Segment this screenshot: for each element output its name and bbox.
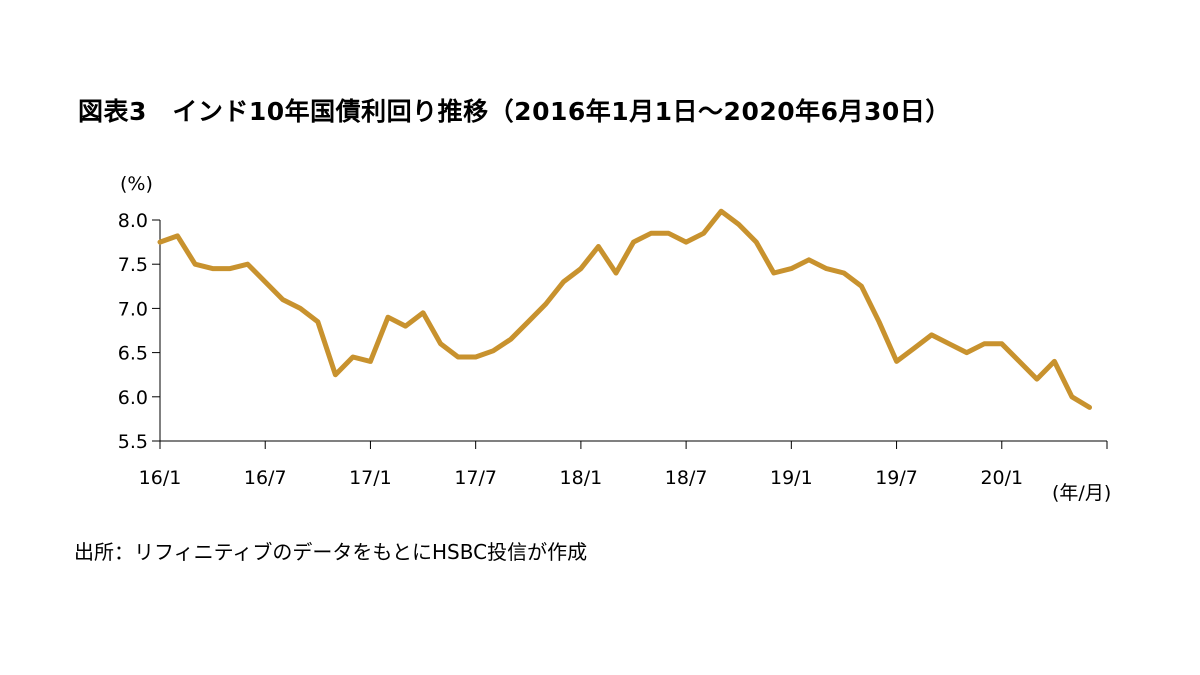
x-axis-ticks: 16/1 16/7 17/1 17/7 18/1 18/7 19/1 19/7 20/1 xyxy=(139,441,1108,489)
x-tick-label: 17/7 xyxy=(454,467,497,489)
y-axis-unit-label: (%) xyxy=(120,173,153,195)
source-note: 出所：リフィニティブのデータをもとにHSBC投信が作成 xyxy=(74,540,588,564)
line-chart: (%) 8.07.57.06.56.05.5 16/1 16/7 17/1 17/7 1… xyxy=(118,173,1111,504)
yield-series-line xyxy=(157,208,1092,410)
y-tick-label: 7.0 xyxy=(118,298,148,320)
y-tick-label: 7.5 xyxy=(118,254,148,276)
x-tick-label: 16/1 xyxy=(139,467,182,489)
chart-title: 図表3 インド10年国債利回り推移（2016年1月1日～2020年6月30日） xyxy=(78,97,951,126)
x-tick-label: 17/1 xyxy=(349,467,392,489)
x-tick-label: 19/1 xyxy=(770,467,813,489)
x-axis-unit-label: (年/月) xyxy=(1052,482,1111,504)
x-tick-label: 18/1 xyxy=(560,467,603,489)
y-tick-label: 6.5 xyxy=(118,343,148,365)
x-tick-label: 19/7 xyxy=(875,467,918,489)
y-tick-label: 8.0 xyxy=(118,210,148,232)
x-tick-label: 20/1 xyxy=(980,467,1023,489)
x-tick-label: 18/7 xyxy=(665,467,708,489)
x-tick-label: 16/7 xyxy=(244,467,287,489)
y-axis-ticks: 8.0 7.5 7.0 6.5 6.0 5.5 xyxy=(118,210,160,453)
y-tick-label: 6.0 xyxy=(118,387,148,409)
y-tick-label: 5.5 xyxy=(118,431,148,453)
